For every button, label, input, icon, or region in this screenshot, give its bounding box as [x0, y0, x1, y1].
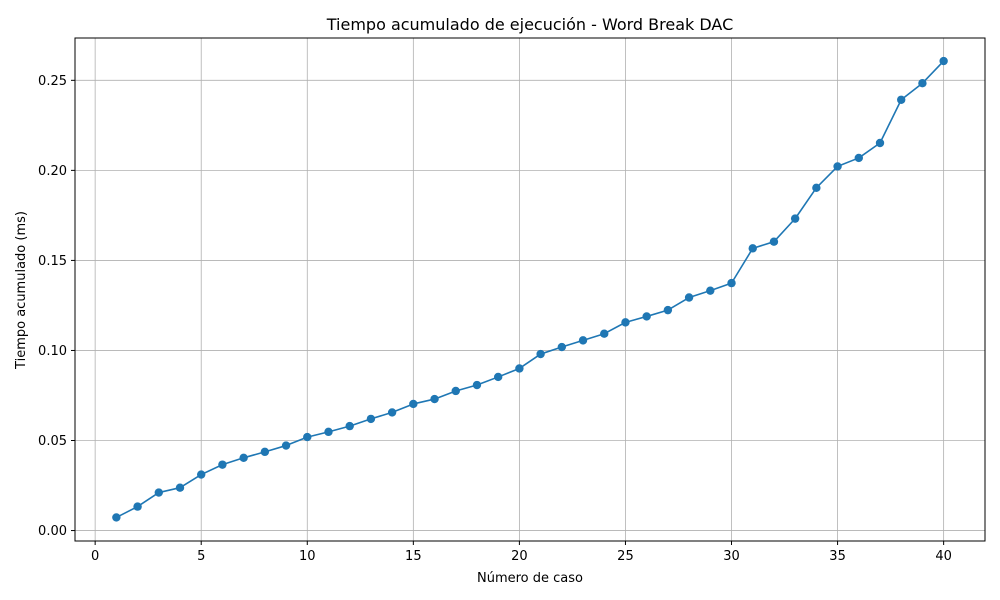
y-tick-label: 0.10 [38, 344, 67, 359]
data-point [218, 460, 227, 469]
data-point [260, 447, 270, 457]
x-tick-label: 10 [299, 549, 316, 564]
data-point [621, 318, 630, 327]
data-point [557, 342, 567, 352]
data-point [324, 427, 333, 437]
data-point [175, 483, 185, 492]
data-point [472, 380, 482, 390]
x-tick-label: 5 [197, 549, 205, 564]
data-point [769, 237, 779, 246]
axes: 0 5 10 15 20 25 30 35 40 0.00 0.05 0.10 0.15 0.20 0.25 [38, 37, 986, 564]
data-point [451, 386, 460, 396]
data-point [918, 79, 927, 88]
x-tick-label: 20 [511, 549, 528, 564]
x-tick-label: 30 [723, 549, 740, 564]
data-point [578, 336, 588, 345]
y-axis-label: Tiempo acumulado (ms) [14, 211, 29, 370]
data-point [112, 513, 121, 522]
x-tick-label: 40 [935, 549, 952, 564]
x-axis-label: Número de caso [477, 571, 583, 586]
chart-title: Tiempo acumulado de ejecución - Word Bre… [326, 15, 734, 34]
y-tick-label: 0.00 [38, 524, 67, 539]
y-tick-label: 0.15 [38, 254, 67, 269]
data-point [727, 278, 736, 288]
data-point [366, 414, 376, 424]
data-point [854, 153, 863, 163]
data-point [281, 441, 291, 450]
series [112, 56, 948, 522]
data-point [387, 408, 397, 417]
data-point [684, 293, 694, 302]
data-point [430, 394, 439, 404]
data-point [600, 329, 609, 338]
data-point [303, 432, 312, 442]
data-point [706, 286, 715, 295]
data-point [642, 312, 651, 321]
data-point [133, 502, 142, 511]
grid [75, 38, 985, 541]
data-point [409, 399, 418, 409]
data-point [239, 453, 248, 462]
data-point [875, 138, 885, 148]
data-point [939, 56, 948, 66]
x-tick-label: 0 [91, 549, 99, 564]
x-tick-label: 35 [829, 549, 846, 564]
data-point [536, 349, 545, 359]
x-tick-label: 15 [405, 549, 422, 564]
data-point [154, 488, 163, 497]
data-point [812, 183, 821, 193]
data-point [748, 244, 757, 253]
data-point [790, 214, 800, 223]
data-point [493, 372, 503, 382]
data-point [897, 95, 906, 104]
y-tick-label: 0.05 [38, 434, 67, 449]
series-line [115, 60, 945, 519]
data-point [197, 470, 206, 479]
x-tick-label: 25 [617, 549, 634, 564]
data-point [833, 162, 842, 171]
plot-frame [74, 37, 986, 542]
data-point [515, 364, 524, 373]
y-tick-label: 0.20 [38, 164, 67, 179]
y-tick-label: 0.25 [38, 74, 67, 89]
data-point [663, 305, 673, 315]
data-point [345, 421, 354, 431]
